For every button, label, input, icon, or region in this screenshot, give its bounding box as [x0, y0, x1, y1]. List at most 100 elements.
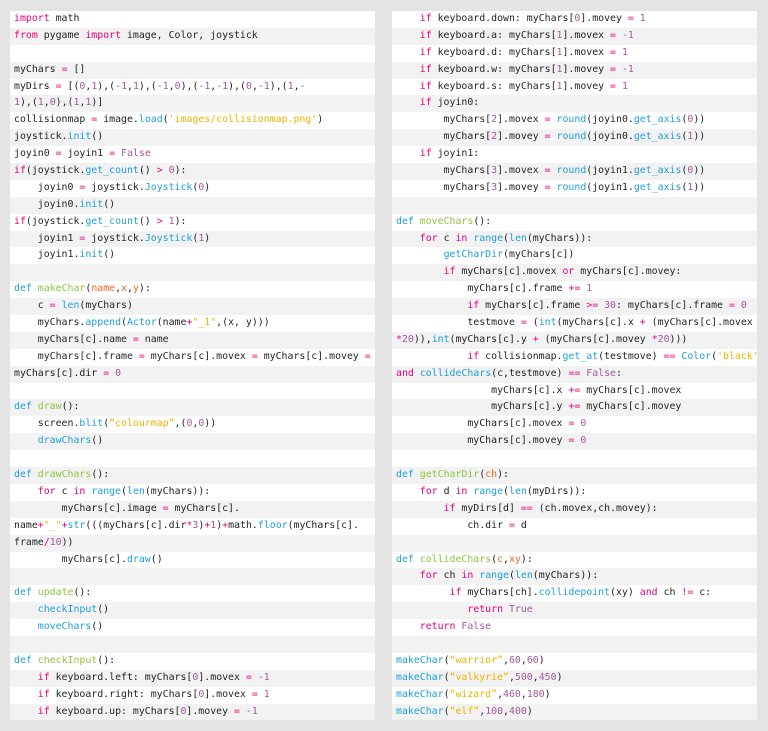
builtin: Color: [681, 350, 712, 362]
builtin: int: [538, 317, 557, 329]
code-text: ,: [127, 283, 133, 295]
keyword: return: [419, 621, 456, 633]
code-text: myChars[c].movex: [580, 384, 682, 396]
code-text: [(: [61, 80, 80, 92]
number-literal: 0: [580, 418, 587, 430]
builtin: len: [127, 485, 145, 497]
code-text: frame: [14, 536, 44, 548]
code-text: screen.: [14, 418, 80, 430]
builtin: int: [431, 333, 450, 345]
keyword: if: [419, 97, 432, 109]
keyword: !=: [681, 587, 694, 599]
code-line: def drawChars():: [10, 467, 375, 484]
code-line: joyin1 = joystick.Joystick(1): [10, 230, 375, 248]
keyword: ==: [520, 502, 533, 514]
keyword: =: [610, 46, 616, 58]
code-line: [392, 635, 757, 653]
code-line: myChars[c].dir = 0: [10, 365, 375, 383]
code-text: ].movex: [497, 165, 545, 177]
code-text: (: [443, 671, 450, 683]
code-text: (joyin1.: [586, 181, 634, 193]
code-text: )),: [413, 333, 432, 345]
code-text: [396, 249, 444, 260]
code-text: (: [85, 283, 92, 295]
code-line: myDirs = [(0,1),(-1,1),(-1,0),(-1,-1),(0…: [10, 79, 375, 96]
code-line: if myDirs[d] == (ch.movex,ch.movey):: [392, 500, 757, 518]
code-text: (: [681, 181, 688, 193]
builtin: range: [473, 232, 504, 244]
number-literal: 0: [192, 671, 199, 683]
code-text: joyin1: [14, 232, 80, 244]
parameter: xy: [509, 553, 521, 565]
code-text: [396, 486, 420, 497]
number-literal: 1: [168, 215, 175, 227]
keyword: +=: [568, 384, 581, 396]
code-line: if keyboard.right: myChars[0].movex = 1: [10, 687, 375, 704]
code-text: (myChars[c].y: [449, 333, 533, 345]
number-literal: -1: [621, 29, 634, 41]
code-text: [396, 570, 420, 581]
code-text: [396, 47, 420, 58]
code-text: ():: [61, 401, 80, 413]
code-text: d: [514, 519, 527, 531]
function-name: moveChars: [419, 215, 474, 227]
builtin: len: [61, 300, 80, 312]
code-text: ))): [669, 333, 688, 345]
string-literal: “warrior”: [449, 654, 504, 666]
builtin: makeChar: [396, 705, 444, 717]
code-text: ch: [657, 587, 682, 599]
number-literal: 60: [508, 654, 521, 666]
code-text: ].movey: [562, 63, 611, 75]
code-listing-right-column: if keyboard.down: myChars[0].movey = 1 i…: [392, 11, 757, 721]
code-text: myChars[c].image: [14, 502, 163, 514]
code-line: makeChar(“warrior”,60,60): [392, 653, 757, 670]
code-text: (joystick.: [25, 165, 86, 177]
parameter: y: [132, 283, 139, 295]
code-text: [396, 351, 467, 362]
code-text: myChars[c].name: [14, 333, 133, 345]
code-text: [14, 435, 38, 446]
builtin: def: [396, 553, 414, 565]
code-text: [396, 97, 420, 108]
code-text: ),(: [228, 80, 246, 92]
builtin: Joystick: [144, 232, 193, 244]
number-literal: 2: [491, 114, 498, 126]
keyword: =: [568, 418, 575, 430]
code-text: [396, 587, 450, 598]
number-literal: 0: [198, 418, 205, 430]
code-text: ].movex: [198, 671, 246, 683]
number-literal: -: [299, 80, 306, 92]
code-text: ),(: [19, 97, 38, 109]
code-text: ,: [85, 80, 92, 92]
code-text: ): [538, 654, 545, 666]
code-text: (: [681, 165, 688, 177]
code-line: for d in range(len(myDirs)):: [392, 484, 757, 501]
number-literal: 1: [687, 131, 694, 143]
code-text: (: [162, 114, 169, 126]
code-text: ,: [251, 80, 258, 92]
number-literal: 1: [687, 181, 694, 193]
code-text: (joyin0.: [586, 114, 634, 126]
code-line: myChars[c].frame = myChars[c].movex = my…: [10, 349, 375, 366]
code-text: myChars[: [396, 181, 492, 193]
code-text: joyin0:: [431, 97, 480, 109]
code-text: (): [91, 435, 104, 447]
keyword: =: [544, 114, 551, 126]
builtin: makeChar: [396, 671, 444, 683]
code-text: keyboard.s: myChars[: [431, 80, 557, 92]
builtin: def: [14, 587, 32, 599]
code-text: collisionmap: [14, 114, 92, 126]
builtin: Joystick: [144, 181, 193, 193]
code-text: )): [61, 536, 74, 548]
code-text: )): [204, 418, 217, 430]
code-text: joystick.: [14, 131, 68, 143]
keyword: =: [508, 519, 515, 531]
number-literal: -1: [115, 80, 128, 92]
builtin: init: [79, 198, 104, 210]
keyword: if: [37, 671, 50, 683]
number-literal: 30: [604, 300, 616, 312]
code-line: joyin0 = joystick.Joystick(0): [10, 180, 375, 197]
code-text: (): [138, 215, 157, 227]
code-text: math.: [228, 519, 258, 531]
code-line: myChars[c].x += myChars[c].movex: [392, 383, 757, 400]
